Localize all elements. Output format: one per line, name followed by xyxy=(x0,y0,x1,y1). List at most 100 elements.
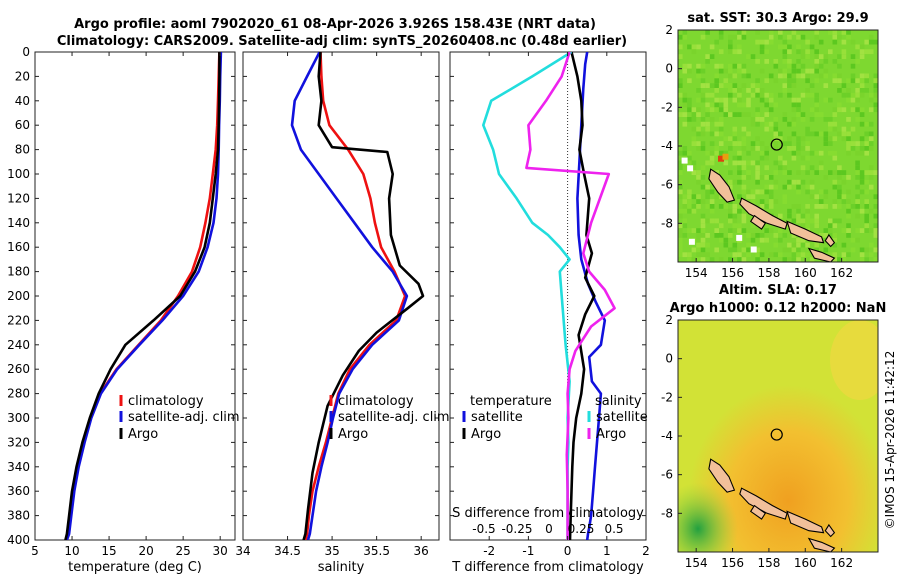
sst-pixel xyxy=(705,252,710,258)
sst-pixel xyxy=(773,141,779,146)
sst-pixel xyxy=(773,184,779,190)
sst-pixel xyxy=(691,141,697,146)
sst-pixel xyxy=(737,204,742,209)
sst-pixel xyxy=(796,237,801,243)
x-tick-label: 20 xyxy=(138,544,153,558)
sst-pixel xyxy=(814,54,819,59)
depth-tick-label: 240 xyxy=(7,338,30,352)
sst-pixel xyxy=(850,78,856,84)
sst-pixel xyxy=(737,30,742,35)
sst-pixel xyxy=(805,252,810,258)
sst-pixel xyxy=(868,136,874,142)
sst-pixel xyxy=(791,73,797,79)
sst-pixel xyxy=(705,112,710,117)
sst-pixel xyxy=(755,121,760,127)
sst-pixel xyxy=(837,170,842,175)
sst-pixel xyxy=(682,102,688,108)
sst-pixel xyxy=(691,208,697,214)
sst-pixel xyxy=(718,194,724,200)
sst-pixel xyxy=(859,175,865,180)
sst-pixel xyxy=(764,150,769,156)
sst-pixel xyxy=(859,146,865,151)
sst-pixel xyxy=(709,160,715,166)
sst-pixel xyxy=(868,175,874,180)
sst-pixel xyxy=(832,179,838,185)
x-tick-label: 34.5 xyxy=(274,544,301,558)
sst-pixel xyxy=(800,34,806,40)
sst-pixel xyxy=(864,223,869,229)
sst-pixel xyxy=(782,194,788,200)
sst-pixel xyxy=(791,257,797,262)
sst-pixel xyxy=(746,88,751,93)
sst-pixel xyxy=(796,247,801,253)
sst-pixel xyxy=(782,117,788,122)
sst-pixel xyxy=(728,146,733,151)
sst-pixel xyxy=(846,252,851,258)
sst-pixel xyxy=(814,63,819,69)
sst-pixel xyxy=(696,126,701,132)
sst-pixel xyxy=(805,184,810,190)
sst-pixel xyxy=(696,88,701,93)
sst-pixel xyxy=(737,88,742,93)
map-y-tick-label: -6 xyxy=(661,468,673,482)
sst-pixel xyxy=(818,54,824,59)
s-diff-tick: -0.25 xyxy=(501,522,532,536)
legend-t-satellite-label: satellite xyxy=(471,410,523,425)
sst-pixel xyxy=(846,78,851,84)
sst-pixel xyxy=(873,247,878,253)
sst-pixel xyxy=(709,141,715,146)
sst-pixel xyxy=(864,213,869,219)
sst-pixel xyxy=(746,252,751,258)
sst-pixel xyxy=(746,97,751,103)
sst-pixel xyxy=(682,121,688,127)
sst-pixel xyxy=(805,78,810,84)
land-island xyxy=(739,487,788,520)
sst-pixel xyxy=(837,102,842,108)
sst-pixel xyxy=(868,131,874,137)
sst-pixel xyxy=(832,150,838,156)
legend-satellite-label: satellite-adj. clim xyxy=(338,410,450,425)
sst-pixel xyxy=(682,68,688,74)
sst-pixel xyxy=(718,68,724,74)
sst-pixel xyxy=(741,189,747,195)
sst-pixel xyxy=(755,92,760,98)
sst-pixel xyxy=(855,97,860,103)
sst-pixel xyxy=(709,208,715,214)
legend-temperature-title: temperature xyxy=(470,394,552,409)
sst-pixel xyxy=(768,121,774,127)
sst-pixel xyxy=(841,92,847,98)
sst-pixel xyxy=(841,170,847,175)
sst-pixel xyxy=(718,102,724,108)
float-position-marker xyxy=(770,428,783,441)
sst-pixel xyxy=(705,54,710,59)
sst-pixel xyxy=(855,78,860,84)
sst-pixel xyxy=(873,83,878,88)
sst-pixel xyxy=(682,92,688,98)
difference-axes-box xyxy=(449,51,647,541)
sst-pixel xyxy=(759,88,765,93)
sst-pixel xyxy=(868,242,874,248)
sst-pixel xyxy=(837,73,842,79)
sst-pixel xyxy=(682,30,688,35)
sst-pixel xyxy=(678,237,683,243)
sst-pixel xyxy=(828,170,833,175)
sst-pixel xyxy=(691,204,697,209)
sst-pixel xyxy=(723,83,729,88)
sst-pixel xyxy=(700,34,706,40)
sst-pixel xyxy=(764,146,769,151)
series-satellite-adj-clim xyxy=(290,52,409,540)
sst-pixel xyxy=(705,126,710,132)
sst-pixel xyxy=(741,68,747,74)
sst-pixel xyxy=(714,150,719,156)
sst-pixel xyxy=(737,208,742,214)
land-island xyxy=(786,510,825,534)
sst-pixel xyxy=(755,136,760,142)
sst-pixel xyxy=(864,73,869,79)
sst-pixel xyxy=(864,218,869,224)
map-x-tick-label: 154 xyxy=(685,556,708,570)
sst-pixel xyxy=(737,49,742,55)
sst-pixel xyxy=(728,88,733,93)
sst-pixel xyxy=(741,213,747,219)
sst-pixel xyxy=(732,208,738,214)
sst-pixel xyxy=(718,97,724,103)
